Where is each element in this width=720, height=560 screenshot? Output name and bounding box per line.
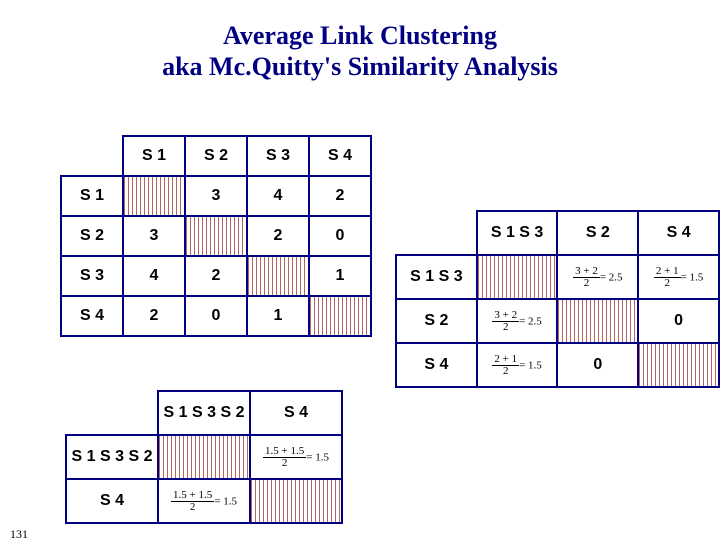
cell: 1 <box>247 296 309 336</box>
cell: 1 <box>309 256 371 296</box>
empty-cell <box>66 391 158 435</box>
col-s2: S 2 <box>557 211 638 255</box>
row-s1s3: S 1 S 3 <box>396 255 477 299</box>
empty-cell <box>396 211 477 255</box>
cell: 2 <box>247 216 309 256</box>
diag-cell <box>309 296 371 336</box>
empty-cell <box>61 136 123 176</box>
diag-cell <box>185 216 247 256</box>
cell-s1s3-s2: 3 + 22= 2.5 <box>557 255 638 299</box>
title-line-2: aka Mc.Quitty's Similarity Analysis <box>162 52 558 81</box>
cell: 0 <box>638 299 719 343</box>
cell: 4 <box>247 176 309 216</box>
row-s2: S 2 <box>396 299 477 343</box>
distance-matrix-1: S 1 S 2 S 3 S 4 S 1 3 4 2 S 2 3 2 0 S 3 … <box>60 135 372 337</box>
row-s1: S 1 <box>61 176 123 216</box>
row-s4: S 4 <box>396 343 477 387</box>
title-line-1: Average Link Clustering <box>223 21 497 50</box>
row-s3: S 3 <box>61 256 123 296</box>
diag-cell <box>557 299 638 343</box>
cell: 3 <box>185 176 247 216</box>
cell: 0 <box>309 216 371 256</box>
diag-cell <box>247 256 309 296</box>
distance-matrix-3: S 1 S 3 S 2 S 4 S 1 S 3 S 2 1.5 + 1.52= … <box>65 390 343 524</box>
cell: 2 <box>309 176 371 216</box>
cell: 4 <box>123 256 185 296</box>
page-title: Average Link Clustering aka Mc.Quitty's … <box>0 20 720 82</box>
distance-matrix-2: S 1 S 3 S 2 S 4 S 1 S 3 3 + 22= 2.5 2 + … <box>395 210 720 388</box>
col-s2: S 2 <box>185 136 247 176</box>
cell: 0 <box>185 296 247 336</box>
row-s4: S 4 <box>66 479 158 523</box>
cell-s2-s1s3: 3 + 22= 2.5 <box>477 299 558 343</box>
cell: 3 <box>123 216 185 256</box>
cell-s4-s1s3s2: 1.5 + 1.52= 1.5 <box>158 479 250 523</box>
col-s1s3: S 1 S 3 <box>477 211 558 255</box>
cell: 0 <box>557 343 638 387</box>
diag-cell <box>638 343 719 387</box>
diag-cell <box>477 255 558 299</box>
row-s1s3s2: S 1 S 3 S 2 <box>66 435 158 479</box>
row-s4: S 4 <box>61 296 123 336</box>
row-s2: S 2 <box>61 216 123 256</box>
col-s4: S 4 <box>309 136 371 176</box>
diag-cell <box>158 435 250 479</box>
cell-s1s3-s4: 2 + 12= 1.5 <box>638 255 719 299</box>
col-s4: S 4 <box>250 391 342 435</box>
cell: 2 <box>123 296 185 336</box>
cell: 2 <box>185 256 247 296</box>
col-s4: S 4 <box>638 211 719 255</box>
diag-cell <box>250 479 342 523</box>
col-s1s3s2: S 1 S 3 S 2 <box>158 391 250 435</box>
cell-s4-s1s3: 2 + 12= 1.5 <box>477 343 558 387</box>
col-s3: S 3 <box>247 136 309 176</box>
col-s1: S 1 <box>123 136 185 176</box>
diag-cell <box>123 176 185 216</box>
cell-s1s3s2-s4: 1.5 + 1.52= 1.5 <box>250 435 342 479</box>
